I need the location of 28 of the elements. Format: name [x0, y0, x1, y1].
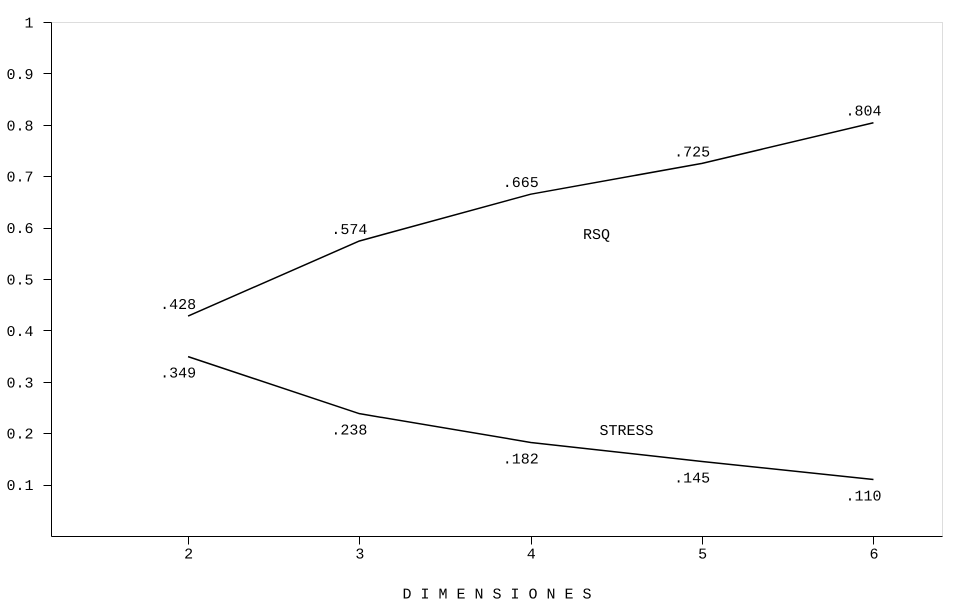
data-label: .804 [845, 104, 882, 121]
x-tick-label: 6 [869, 546, 878, 564]
data-label: .665 [502, 175, 539, 192]
data-label: .428 [160, 297, 196, 314]
data-label: .238 [331, 422, 368, 440]
y-tick-label: 0.2 [6, 426, 34, 444]
y-tick-label: 0.6 [6, 221, 34, 238]
y-tick-label: 0.1 [6, 478, 34, 496]
data-label: .110 [845, 488, 882, 506]
y-tick-label: 0.8 [6, 118, 34, 136]
y-tick-label: 0.9 [6, 66, 34, 84]
text: RSQ [582, 226, 610, 244]
data-label: .574 [331, 222, 368, 239]
y-tick-label: 0.4 [6, 324, 34, 341]
data-label: .145 [674, 470, 710, 488]
x-tick-label: 2 [184, 546, 194, 564]
x-tick-label: 3 [355, 546, 364, 564]
data-label: .725 [674, 144, 710, 162]
x-tick-label: 4 [526, 546, 536, 564]
x-tick-label: 5 [698, 546, 708, 564]
data-label: .349 [160, 366, 196, 383]
y-tick-label: 0.3 [6, 375, 34, 392]
y-tick-label: 0.7 [6, 170, 34, 187]
data-label: .182 [502, 451, 539, 468]
y-tick-label: 1 [24, 16, 34, 32]
y-tick-label: 0.5 [6, 272, 34, 290]
x-axis-title: D I M E N S I O N E S [402, 586, 592, 604]
series-label: STRESS [599, 422, 654, 440]
